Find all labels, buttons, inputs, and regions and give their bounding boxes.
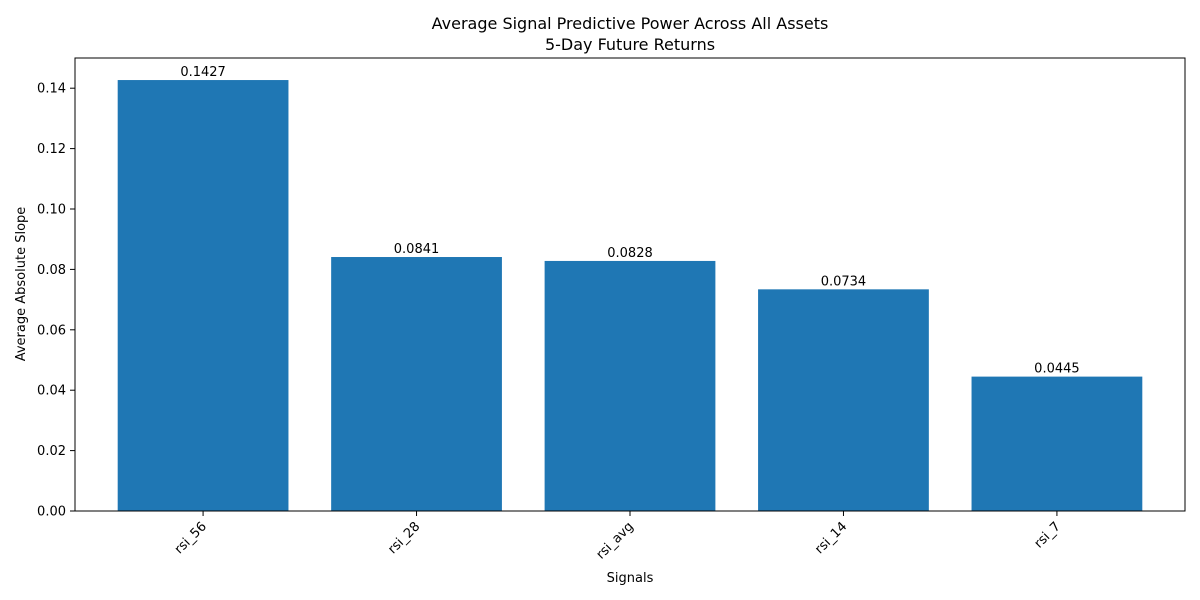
y-axis-label: Average Absolute Slope — [14, 207, 29, 362]
y-tick-label: 0.10 — [37, 203, 66, 218]
x-tick-label: rsi_14 — [812, 519, 850, 557]
x-axis-label: Signals — [607, 571, 654, 586]
x-tick-label: rsi_7 — [1032, 519, 1064, 551]
y-tick-label: 0.08 — [37, 263, 66, 278]
x-tick-label: rsi_56 — [172, 519, 210, 557]
data-label-rsi_28: 0.0841 — [394, 242, 440, 257]
data-label-rsi_14: 0.0734 — [821, 274, 867, 289]
y-tick-label: 0.02 — [37, 444, 66, 459]
y-tick-label: 0.14 — [37, 82, 66, 97]
bar-rsi_56 — [117, 80, 289, 512]
y-tick-label: 0.06 — [37, 323, 66, 338]
x-tick-label: rsi_28 — [385, 519, 423, 557]
y-tick-label: 0.12 — [37, 142, 66, 157]
bar-rsi_14 — [758, 289, 929, 511]
x-tick-label: rsi_avg — [594, 519, 637, 562]
chart-subtitle: 5-Day Future Returns — [545, 35, 715, 54]
chart-title: Average Signal Predictive Power Across A… — [432, 14, 829, 33]
data-label-rsi_7: 0.0445 — [1034, 362, 1080, 377]
data-label-rsi_avg: 0.0828 — [607, 246, 653, 261]
plot-area: 0.1427 0.0841 0.0828 0.0734 0.0445 0.00 0.02 0.… — [37, 57, 1186, 562]
y-tick-label: 0.04 — [37, 384, 66, 399]
data-label-rsi_56: 0.1427 — [180, 65, 226, 80]
bar-rsi_7 — [971, 376, 1143, 511]
bar-rsi_28 — [331, 257, 502, 511]
bar-rsi_avg — [544, 260, 716, 511]
y-tick-label: 0.00 — [37, 505, 66, 520]
